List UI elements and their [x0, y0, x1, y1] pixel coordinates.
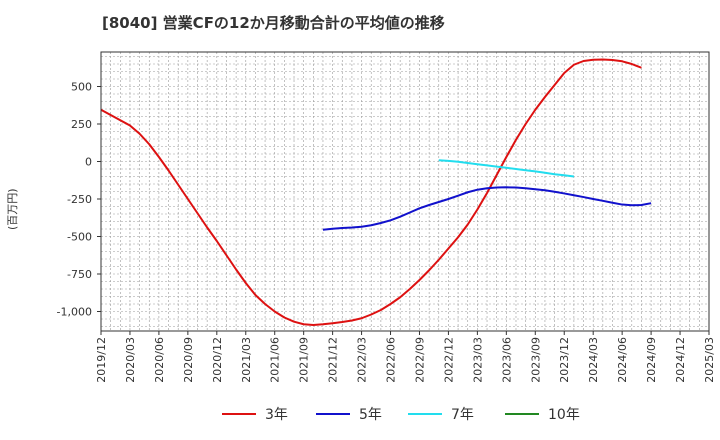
x-tick-label: 2024/06 — [616, 337, 629, 383]
y-tick-label: 0 — [85, 156, 92, 169]
plot-frame — [100, 51, 710, 332]
grid-lines — [100, 52, 710, 331]
x-axis-ticks: 2019/12 2020/03 2020/06 2020/09 2020/12 2021/… — [95, 331, 716, 383]
x-tick-label: 2023/09 — [529, 337, 542, 383]
x-tick-label: 2023/12 — [558, 337, 571, 383]
x-tick-label: 2024/03 — [587, 337, 600, 383]
y-tick-label: -250 — [67, 193, 92, 206]
y-tick-label: -1,000 — [57, 306, 92, 319]
x-tick-label: 2021/12 — [327, 337, 340, 383]
x-tick-label: 2024/09 — [645, 337, 658, 383]
x-tick-label: 2021/03 — [240, 337, 253, 383]
legend-label-4: 10年 — [548, 407, 580, 423]
y-tick-label: 250 — [71, 118, 92, 131]
x-tick-label: 2022/03 — [356, 337, 369, 383]
legend-label-2: 5年 — [359, 407, 382, 423]
x-tick-label: 2020/03 — [124, 337, 137, 383]
y-tick-label: -500 — [67, 231, 92, 244]
legend-label-3: 7年 — [451, 407, 474, 423]
series-line-3 — [438, 159, 575, 178]
x-tick-label: 2022/12 — [442, 337, 455, 383]
series-line-2 — [322, 186, 652, 231]
x-tick-label: 2020/09 — [182, 337, 195, 383]
x-tick-label: 2023/03 — [471, 337, 484, 383]
x-tick-label: 2023/06 — [500, 337, 513, 383]
y-tick-label: -750 — [67, 268, 92, 281]
x-tick-label: 2019/12 — [95, 337, 108, 383]
x-tick-label: 2020/12 — [211, 337, 224, 383]
x-tick-label: 2022/09 — [413, 337, 426, 383]
series-lines — [100, 58, 652, 326]
x-tick-label: 2024/12 — [674, 337, 687, 383]
y-axis-ticks: 500 250 0 -250 -500 -750 -1,000 — [57, 81, 101, 319]
x-tick-label: 2025/03 — [703, 337, 716, 383]
x-tick-label: 2021/06 — [269, 337, 282, 383]
legend: 3年 5年 7年 10年 — [222, 407, 580, 423]
y-tick-label: 500 — [71, 81, 92, 94]
legend-label-1: 3年 — [265, 407, 288, 423]
x-tick-label: 2022/06 — [385, 337, 398, 383]
x-tick-label: 2020/06 — [153, 337, 166, 383]
chart-title: [8040] 営業CFの12か月移動合計の平均値の推移 — [102, 14, 445, 32]
series-line-1 — [100, 58, 642, 326]
x-tick-label: 2021/09 — [298, 337, 311, 383]
